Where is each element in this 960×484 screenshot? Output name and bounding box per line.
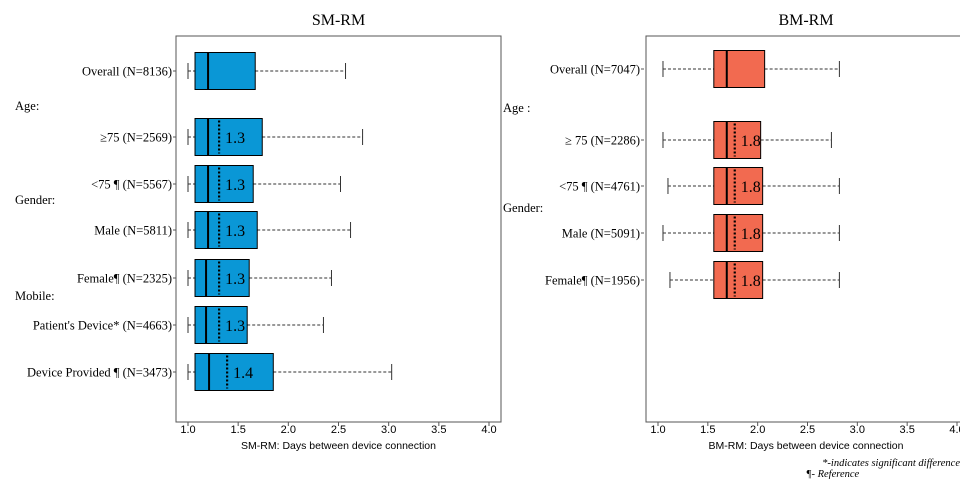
- mean-label: 1.8: [741, 179, 761, 196]
- sm-x-tick-label: 3.0: [381, 424, 396, 436]
- bm-x-tick-label: 1.5: [700, 424, 715, 436]
- mean-label: 1.3: [225, 318, 245, 335]
- bm-plot-frame: [645, 35, 960, 423]
- sm-chart-title: SM-RM: [312, 12, 365, 29]
- sm-box-row: Device Provided ¶ (N=3473) 1.4: [27, 353, 393, 391]
- row-label: Overall (N=8136): [82, 65, 172, 79]
- bm-x-tick-label: 4.0: [949, 424, 960, 436]
- sm-rm-panel: SM-RM 1.0 1.5 2.0 2.5 3.0 3.5 4.0 SM-RM: Days be…: [15, 12, 502, 452]
- sm-x-axis-label: SM-RM: Days between device connection: [241, 440, 436, 452]
- bm-box-row: Female¶ (N=1956) 1.8: [545, 261, 840, 299]
- row-label: Male (N=5811): [94, 224, 172, 238]
- footnote-reference: ¶- Reference: [806, 469, 860, 479]
- iqr-box: [713, 121, 762, 159]
- row-label: <75 ¶ (N=5567): [91, 178, 172, 192]
- row-label: ≥ 75 (N=2286): [565, 134, 640, 148]
- sm-box-row: Patient's Device* (N=4663) 1.3: [33, 306, 324, 344]
- bm-x-tick-label: 1.0: [650, 424, 665, 436]
- bm-x-tick-label: 3.5: [900, 424, 915, 436]
- mean-label: 1.3: [225, 130, 245, 147]
- bm-box-row: ≥ 75 (N=2286) 1.8: [565, 121, 832, 159]
- footnote-significance: *-indicates significant difference: [822, 458, 960, 469]
- sm-x-tick-label: 2.0: [281, 424, 296, 436]
- mean-label: 1.8: [741, 133, 761, 150]
- sm-x-tick-label: 1.0: [180, 424, 195, 436]
- iqr-box: [194, 211, 258, 249]
- iqr-box: [713, 50, 766, 88]
- iqr-box: [194, 259, 250, 297]
- row-label: Patient's Device* (N=4663): [33, 319, 172, 333]
- row-label: Female¶ (N=2325): [77, 272, 172, 286]
- iqr-box: [194, 165, 254, 203]
- iqr-box: [713, 167, 764, 205]
- bm-group-header: Age :: [503, 101, 530, 115]
- sm-group-header: Mobile:: [15, 289, 55, 303]
- sm-box-row: <75 ¶ (N=5567) 1.3: [91, 165, 342, 203]
- mean-label: 1.3: [225, 177, 245, 194]
- sm-box-row: Male (N=5811) 1.3: [94, 211, 352, 249]
- sm-x-tick-label: 3.5: [431, 424, 446, 436]
- bm-box-row: <75 ¶ (N=4761) 1.8: [559, 167, 840, 205]
- bm-box-row: Male (N=5091) 1.8: [562, 214, 840, 252]
- row-label: Male (N=5091): [562, 227, 640, 241]
- sm-box-row: Female¶ (N=2325) 1.3: [77, 259, 332, 297]
- sm-box-row: ≥75 (N=2569) 1.3: [100, 118, 364, 156]
- sm-group-header: Age:: [15, 99, 39, 113]
- iqr-box: [713, 261, 764, 299]
- iqr-box: [194, 353, 274, 391]
- sm-box-row: Overall (N=8136): [82, 52, 347, 90]
- row-label: Female¶ (N=1956): [545, 274, 640, 288]
- bm-x-axis-label: BM-RM: Days between device connection: [709, 440, 904, 452]
- mean-label: 1.8: [741, 273, 761, 290]
- row-label: Device Provided ¶ (N=3473): [27, 366, 172, 380]
- mean-label: 1.3: [225, 223, 245, 240]
- iqr-box: [194, 52, 256, 90]
- bm-chart-title: BM-RM: [778, 12, 833, 29]
- mean-label: 1.8: [741, 226, 761, 243]
- row-label: ≥75 (N=2569): [100, 131, 172, 145]
- bm-x-tick-label: 3.0: [850, 424, 865, 436]
- row-label: <75 ¶ (N=4761): [559, 180, 640, 194]
- row-label: Overall (N=7047): [550, 63, 640, 77]
- sm-x-tick-label: 4.0: [481, 424, 496, 436]
- mean-label: 1.3: [225, 271, 245, 288]
- bm-group-header: Gender:: [503, 201, 543, 215]
- iqr-box: [713, 214, 764, 252]
- bm-x-tick-label: 2.5: [800, 424, 815, 436]
- bm-box-row: Overall (N=7047): [550, 50, 840, 88]
- iqr-box: [194, 306, 248, 344]
- bm-x-tick-label: 2.0: [750, 424, 765, 436]
- mean-label: 1.4: [233, 365, 253, 382]
- iqr-box: [194, 118, 263, 156]
- bm-rm-panel: BM-RM 1.0 1.5 2.0 2.5 3.0 3.5 4.0 BM-RM: Days be…: [503, 12, 960, 452]
- sm-x-tick-label: 1.5: [231, 424, 246, 436]
- sm-group-header: Gender:: [15, 193, 55, 207]
- sm-x-tick-label: 2.5: [331, 424, 346, 436]
